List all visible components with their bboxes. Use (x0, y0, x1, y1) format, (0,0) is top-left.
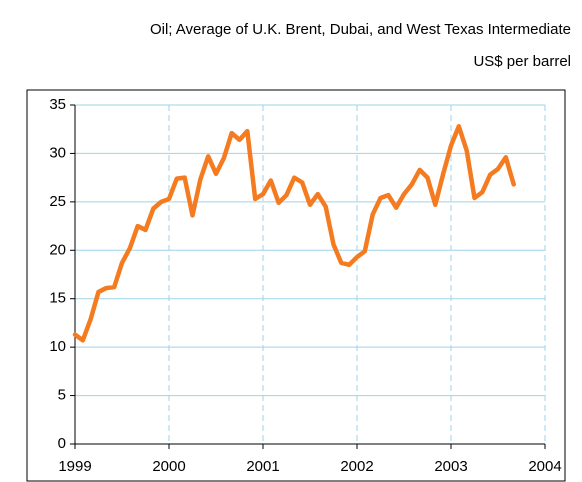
chart-title: Oil; Average of U.K. Brent, Dubai, and W… (150, 21, 571, 38)
x-tick-label: 2000 (152, 458, 185, 475)
y-tick-label: 20 (49, 241, 66, 258)
y-tick-label: 35 (49, 96, 66, 113)
x-tick-label: 2001 (246, 458, 279, 475)
chart-subtitle: US$ per barrel (473, 53, 571, 70)
x-tick-label: 2003 (434, 458, 467, 475)
y-tick-label: 10 (49, 338, 66, 355)
y-tick-label: 25 (49, 193, 66, 210)
plot-frame (26, 89, 566, 482)
x-tick-label: 2004 (528, 458, 561, 475)
y-tick-label: 15 (49, 290, 66, 307)
x-tick-label: 2002 (340, 458, 373, 475)
x-tick-label: 1999 (58, 458, 91, 475)
data-line (72, 124, 516, 343)
y-tick-label: 0 (58, 435, 66, 452)
y-tick-label: 5 (58, 387, 66, 404)
y-tick-label: 30 (49, 144, 66, 161)
